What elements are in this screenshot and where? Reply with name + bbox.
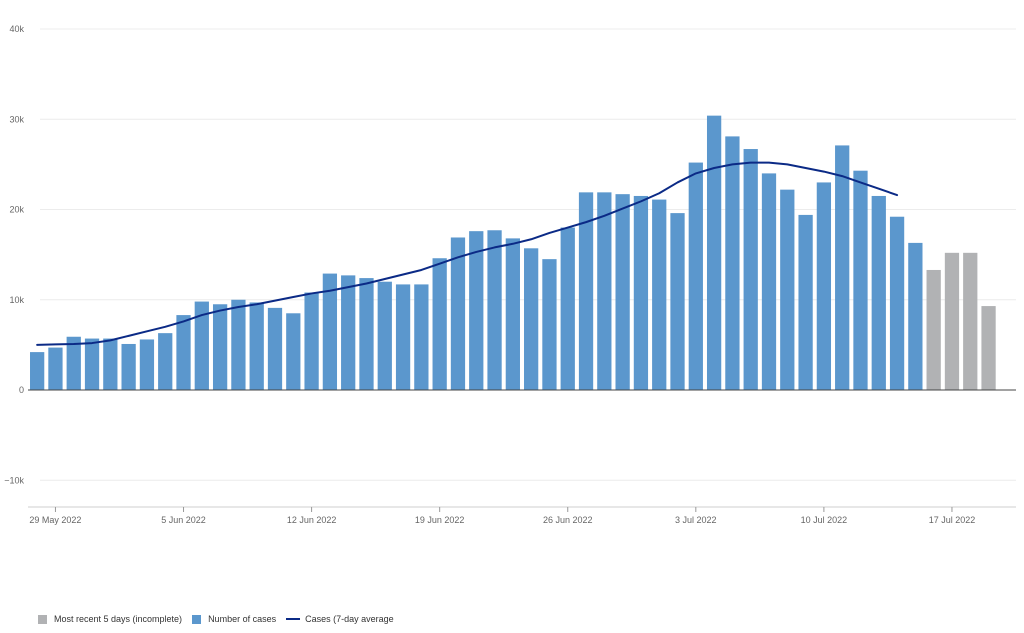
legend-item-seven-day-average[interactable]: Cases (7-day average (286, 614, 394, 624)
x-axis: 29 May 2022 5 Jun 2022 12 Jun 2022 19 Jun 2… (28, 506, 1016, 525)
y-axis-tick-labels: 40k 30k 20k 10k 0 −10k (4, 24, 24, 485)
y-tick-label: 40k (9, 24, 24, 34)
bar (926, 269, 941, 390)
bar (597, 192, 612, 390)
x-tick-label: 3 Jul 2022 (675, 515, 717, 525)
bar (377, 281, 392, 390)
bar (889, 216, 905, 390)
bar (944, 252, 960, 390)
bar (524, 248, 539, 390)
bar (304, 292, 319, 390)
bar (743, 149, 758, 390)
legend: Most recent 5 days (incomplete) Number o… (38, 614, 404, 624)
bar (816, 182, 832, 390)
x-tick-label: 17 Jul 2022 (929, 515, 976, 525)
bar (761, 173, 777, 390)
bar (871, 195, 886, 390)
bar (103, 338, 118, 390)
x-tick-label: 19 Jun 2022 (415, 515, 465, 525)
bar (615, 194, 630, 390)
legend-swatch-number-of-cases (192, 614, 202, 624)
y-tick-label: −10k (4, 475, 24, 485)
bar (725, 136, 740, 390)
bar (706, 115, 722, 390)
bar (981, 306, 996, 390)
x-tick-label: 29 May 2022 (29, 515, 81, 525)
seven-day-average-line (36, 161, 899, 346)
bar (688, 162, 703, 390)
bar (670, 213, 685, 390)
bar (66, 336, 81, 390)
x-tick-label: 10 Jul 2022 (801, 515, 848, 525)
x-tick-label: 5 Jun 2022 (161, 515, 206, 525)
bar (267, 307, 283, 390)
y-tick-label: 30k (9, 114, 24, 124)
bar (780, 189, 795, 390)
bar (30, 352, 45, 390)
legend-item-number-of-cases[interactable]: Number of cases (192, 614, 276, 624)
bar (798, 214, 813, 390)
legend-swatch-seven-day-average (286, 618, 301, 620)
bar (469, 231, 484, 390)
bar (395, 284, 411, 390)
bar (560, 227, 575, 390)
bar (341, 275, 356, 390)
bar (450, 237, 466, 390)
bar (908, 242, 923, 390)
bar (505, 238, 520, 390)
bar (322, 273, 338, 390)
bar (359, 278, 374, 390)
bar (542, 259, 557, 390)
bar (158, 333, 173, 390)
average-line-layer (36, 161, 899, 346)
bar (249, 302, 264, 390)
bar (633, 195, 649, 390)
bar (212, 304, 228, 390)
bar (286, 313, 301, 390)
bar (487, 230, 502, 390)
bar (84, 338, 100, 390)
y-tick-label: 0 (19, 385, 24, 395)
cases-chart: 40k 30k 20k 10k 0 −10k 29 May 2022 5 Jun 2022 1… (4, 24, 1016, 525)
y-tick-label: 10k (9, 295, 24, 305)
bars (30, 115, 996, 390)
legend-label-incomplete: Most recent 5 days (incomplete) (54, 614, 183, 624)
legend-swatch-incomplete (38, 614, 47, 624)
bar (835, 145, 850, 390)
legend-label-number-of-cases: Number of cases (208, 614, 277, 624)
bar (176, 315, 191, 390)
bar (652, 199, 667, 390)
bar (578, 192, 594, 390)
bar (194, 301, 209, 390)
legend-item-incomplete[interactable]: Most recent 5 days (incomplete) (38, 614, 182, 624)
bar (963, 252, 978, 390)
gridlines (40, 28, 1016, 481)
bar (121, 343, 136, 390)
y-tick-label: 20k (9, 205, 24, 215)
bar (231, 299, 246, 390)
bar (432, 258, 447, 390)
bar (853, 170, 868, 390)
bar (414, 284, 429, 390)
x-tick-label: 12 Jun 2022 (287, 515, 337, 525)
bar (48, 347, 63, 390)
x-tick-label: 26 Jun 2022 (543, 515, 593, 525)
bar (139, 339, 155, 390)
legend-label-seven-day-average: Cases (7-day average (305, 614, 394, 624)
